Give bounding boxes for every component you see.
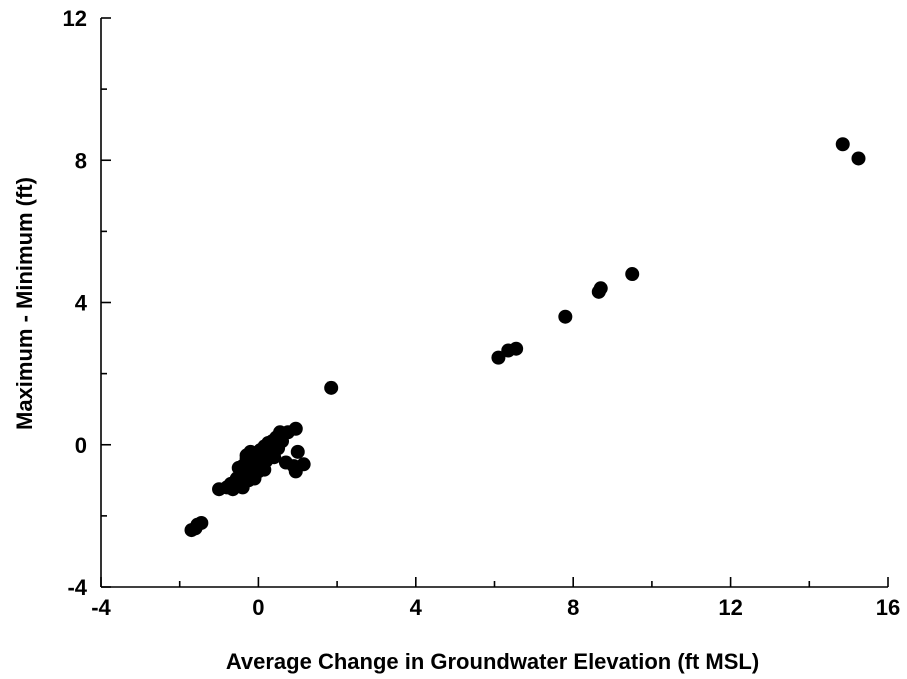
data-point: [290, 444, 305, 459]
x-tick-label: 4: [410, 595, 423, 620]
data-point: [491, 350, 506, 365]
data-point: [558, 309, 573, 324]
data-point: [625, 267, 640, 282]
data-point: [324, 380, 339, 395]
y-tick-label: 0: [75, 433, 87, 458]
y-tick-label: 8: [75, 148, 87, 173]
x-tick-label: -4: [91, 595, 111, 620]
data-point: [591, 284, 606, 299]
data-point: [501, 343, 516, 358]
y-tick-label: 12: [63, 6, 87, 31]
y-tick-label: -4: [67, 575, 87, 600]
data-point: [243, 444, 258, 459]
data-point: [275, 434, 290, 449]
data-point: [288, 464, 303, 479]
data-points: [184, 137, 866, 538]
data-point: [212, 482, 227, 497]
data-point: [835, 137, 850, 152]
x-tick-label: 8: [567, 595, 579, 620]
y-tick-label: 4: [75, 291, 88, 316]
x-tick-label: 12: [718, 595, 742, 620]
axes: -4 0 4 8 12 16 -4 0 4 8 12: [63, 6, 901, 620]
x-axis-title: Average Change in Groundwater Elevation …: [226, 649, 759, 674]
data-point: [247, 471, 262, 486]
data-point: [851, 151, 866, 166]
x-tick-label: 16: [876, 595, 900, 620]
y-axis-title: Maximum - Minimum (ft): [12, 177, 37, 430]
x-tick-label: 0: [252, 595, 264, 620]
data-point: [184, 523, 199, 538]
data-point: [257, 462, 272, 477]
